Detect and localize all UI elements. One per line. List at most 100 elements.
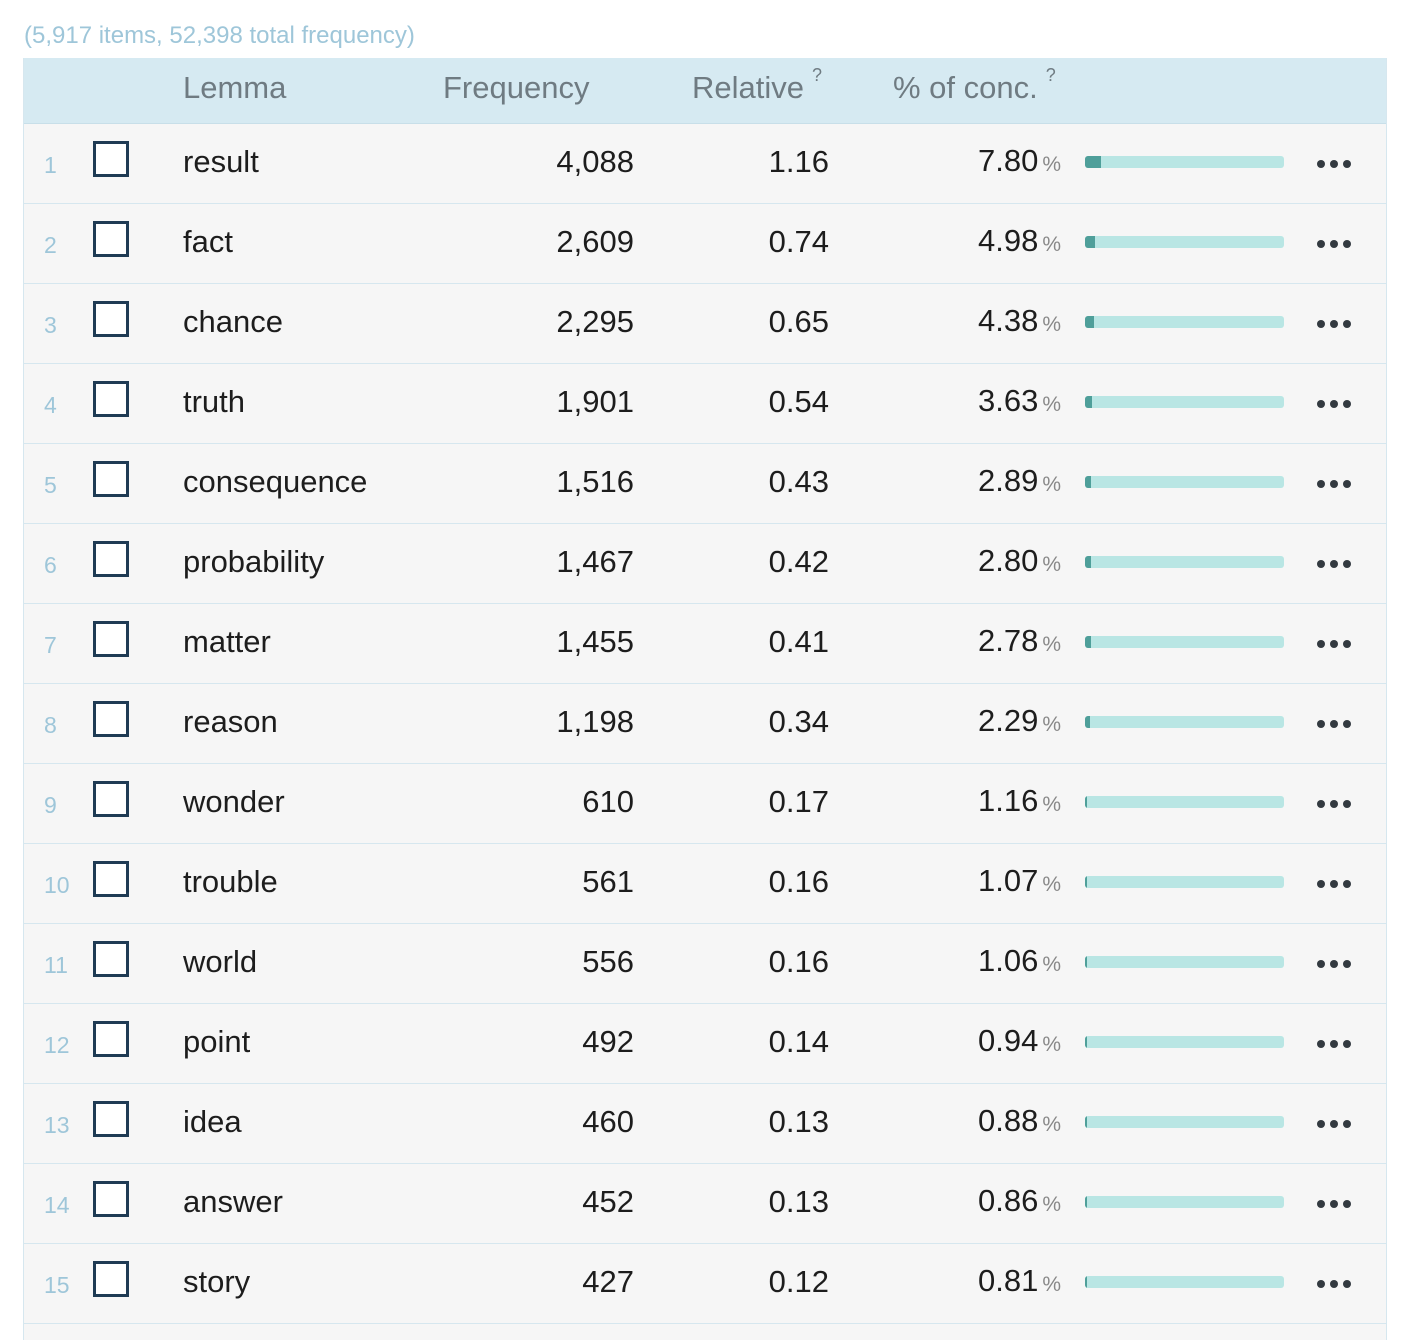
more-dots-icon[interactable]	[1317, 1200, 1351, 1208]
conc-bar	[1085, 636, 1284, 648]
row-checkbox[interactable]	[93, 1181, 129, 1217]
row-checkbox[interactable]	[93, 1021, 129, 1057]
row-checkbox[interactable]	[93, 381, 129, 417]
more-dots-icon[interactable]	[1317, 1280, 1351, 1288]
conc-bar	[1085, 716, 1284, 728]
table-row[interactable]: 5 consequence 1,516 0.43 2.89%	[24, 444, 1386, 524]
row-checkbox[interactable]	[93, 1261, 129, 1297]
lemma-cell[interactable]: idea	[183, 1104, 242, 1139]
row-checkbox[interactable]	[93, 301, 129, 337]
row-index: 3	[44, 312, 57, 338]
more-dots-icon[interactable]	[1317, 720, 1351, 728]
frequency-cell: 1,516	[556, 464, 634, 499]
relative-help-icon[interactable]: ?	[812, 64, 823, 85]
row-checkbox[interactable]	[93, 781, 129, 817]
more-dots-icon[interactable]	[1317, 400, 1351, 408]
relative-cell: 0.16	[768, 864, 829, 899]
lemma-cell[interactable]: wonder	[183, 784, 285, 819]
conc-bar	[1085, 796, 1284, 808]
more-dots-icon[interactable]	[1317, 1120, 1351, 1128]
more-dots-icon[interactable]	[1317, 800, 1351, 808]
column-header-lemma[interactable]: Lemma	[183, 70, 287, 105]
table-row[interactable]: 9 wonder 610 0.17 1.16%	[24, 764, 1386, 844]
conc-bar-fill	[1085, 556, 1091, 568]
more-dots-icon[interactable]	[1317, 320, 1351, 328]
conc-help-icon[interactable]: ?	[1045, 64, 1056, 85]
table-row[interactable]: 6 probability 1,467 0.42 2.80%	[24, 524, 1386, 604]
row-checkbox[interactable]	[93, 941, 129, 977]
row-checkbox[interactable]	[93, 221, 129, 257]
row-checkbox[interactable]	[93, 1101, 129, 1137]
more-dots-icon[interactable]	[1317, 160, 1351, 168]
table-row[interactable]: 3 chance 2,295 0.65 4.38%	[24, 284, 1386, 364]
lemma-cell[interactable]: trouble	[183, 864, 278, 899]
table-row[interactable]: 11 world 556 0.16 1.06%	[24, 924, 1386, 1004]
table-row[interactable]: 8 reason 1,198 0.34 2.29%	[24, 684, 1386, 764]
row-index: 14	[44, 1192, 70, 1218]
lemma-cell[interactable]: matter	[183, 624, 271, 659]
percent-sign: %	[1042, 1113, 1061, 1136]
column-header-relative-label: Relative	[692, 70, 804, 105]
more-dots-icon[interactable]	[1317, 480, 1351, 488]
table-row[interactable]	[24, 1324, 1386, 1340]
more-dots-icon[interactable]	[1317, 560, 1351, 568]
conc-cell: 0.94%	[978, 1023, 1061, 1059]
row-checkbox[interactable]	[93, 861, 129, 897]
row-index: 15	[44, 1272, 70, 1298]
lemma-cell[interactable]: chance	[183, 304, 283, 339]
row-checkbox[interactable]	[93, 621, 129, 657]
frequency-cell: 2,609	[556, 224, 634, 259]
column-header-conc[interactable]: % of conc.?	[893, 65, 1056, 106]
conc-bar-fill	[1085, 396, 1093, 408]
row-checkbox[interactable]	[93, 701, 129, 737]
table-row[interactable]: 7 matter 1,455 0.41 2.78%	[24, 604, 1386, 684]
relative-cell: 0.34	[768, 704, 829, 739]
relative-cell: 0.14	[768, 1024, 829, 1059]
row-index: 13	[44, 1112, 70, 1138]
conc-bar	[1085, 956, 1284, 968]
more-dots-icon[interactable]	[1317, 240, 1351, 248]
table-body: 1 result 4,088 1.16 7.80% 2 fact 2,609 0.74 4.98%…	[24, 124, 1386, 1340]
lemma-cell[interactable]: result	[183, 144, 259, 179]
more-dots-icon[interactable]	[1317, 1040, 1351, 1048]
row-index: 8	[44, 712, 57, 738]
conc-cell: 1.07%	[978, 863, 1061, 899]
relative-cell: 0.42	[768, 544, 829, 579]
conc-cell: 4.98%	[978, 223, 1061, 259]
lemma-cell[interactable]: story	[183, 1264, 251, 1299]
column-header-frequency[interactable]: Frequency	[443, 70, 590, 105]
column-header-relative[interactable]: Relative?	[692, 65, 822, 106]
percent-sign: %	[1042, 393, 1061, 416]
lemma-cell[interactable]: consequence	[183, 464, 368, 499]
percent-sign: %	[1042, 1193, 1061, 1216]
lemma-cell[interactable]: reason	[183, 704, 278, 739]
lemma-cell[interactable]: fact	[183, 224, 233, 259]
conc-value: 0.88	[977, 1103, 1039, 1138]
conc-bar	[1085, 236, 1284, 248]
row-checkbox[interactable]	[93, 541, 129, 577]
relative-cell: 0.74	[768, 224, 829, 259]
table-row[interactable]: 2 fact 2,609 0.74 4.98%	[24, 204, 1386, 284]
row-index: 1	[44, 152, 57, 178]
table-row[interactable]: 10 trouble 561 0.16 1.07%	[24, 844, 1386, 924]
table-row[interactable]: 15 story 427 0.12 0.81%	[24, 1244, 1386, 1324]
conc-value: 2.80	[977, 543, 1039, 578]
row-index: 4	[44, 392, 57, 418]
table-row[interactable]: 1 result 4,088 1.16 7.80%	[24, 124, 1386, 204]
lemma-cell[interactable]: world	[183, 944, 258, 979]
lemma-cell[interactable]: probability	[183, 544, 325, 579]
row-checkbox[interactable]	[93, 141, 129, 177]
lemma-cell[interactable]: truth	[183, 384, 246, 419]
lemma-cell[interactable]: answer	[183, 1184, 283, 1219]
frequency-cell: 610	[582, 784, 634, 819]
more-dots-icon[interactable]	[1317, 880, 1351, 888]
row-checkbox[interactable]	[93, 461, 129, 497]
table-row[interactable]: 4 truth 1,901 0.54 3.63%	[24, 364, 1386, 444]
lemma-cell[interactable]: point	[183, 1024, 251, 1059]
conc-bar	[1085, 396, 1284, 408]
more-dots-icon[interactable]	[1317, 640, 1351, 648]
table-row[interactable]: 13 idea 460 0.13 0.88%	[24, 1084, 1386, 1164]
more-dots-icon[interactable]	[1317, 960, 1351, 968]
table-row[interactable]: 12 point 492 0.14 0.94%	[24, 1004, 1386, 1084]
table-row[interactable]: 14 answer 452 0.13 0.86%	[24, 1164, 1386, 1244]
